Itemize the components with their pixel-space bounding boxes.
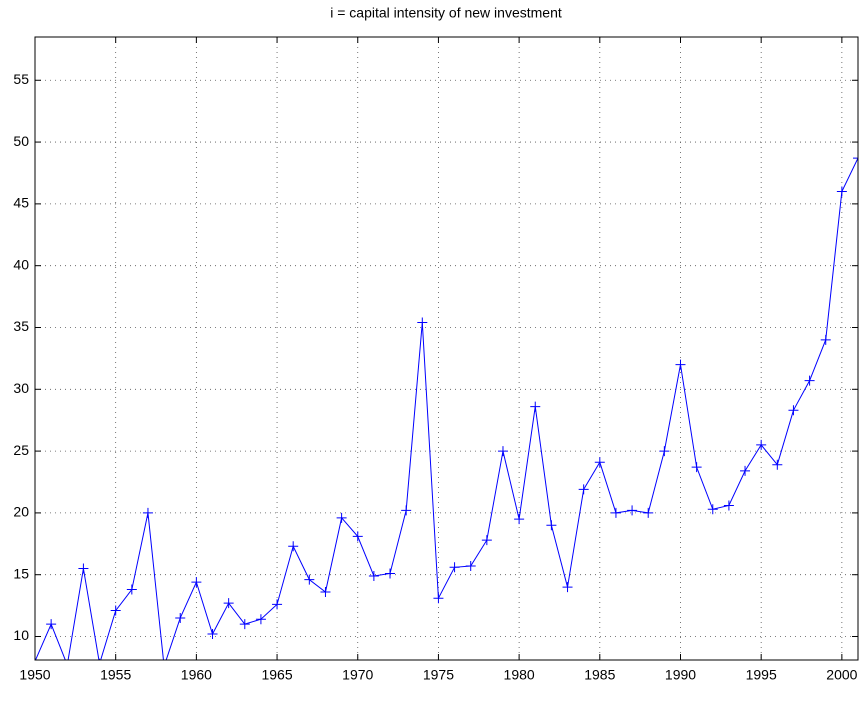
x-tick-label: 1985 bbox=[584, 667, 615, 683]
data-marker bbox=[530, 401, 541, 412]
y-tick-label: 35 bbox=[13, 318, 29, 334]
x-tick-label: 1950 bbox=[19, 667, 50, 683]
y-tick-label: 55 bbox=[13, 71, 29, 87]
data-marker bbox=[142, 507, 153, 518]
x-tick-label: 1975 bbox=[423, 667, 454, 683]
data-marker bbox=[772, 459, 783, 470]
data-marker bbox=[272, 599, 283, 610]
x-tick-label: 1955 bbox=[100, 667, 131, 683]
data-marker bbox=[288, 541, 299, 552]
data-marker bbox=[175, 612, 186, 623]
x-tick-label: 1980 bbox=[504, 667, 535, 683]
data-marker bbox=[691, 462, 702, 473]
data-marker bbox=[465, 561, 476, 572]
axes-frame bbox=[34, 36, 859, 661]
data-marker bbox=[659, 446, 670, 457]
data-marker bbox=[707, 504, 718, 515]
data-marker bbox=[804, 375, 815, 386]
data-marker bbox=[433, 593, 444, 604]
data-marker bbox=[788, 405, 799, 416]
data-marker bbox=[514, 514, 525, 525]
x-tick-label: 2000 bbox=[826, 667, 857, 683]
chart-title: i = capital intensity of new investment bbox=[330, 5, 562, 21]
data-marker bbox=[740, 465, 751, 476]
data-marker bbox=[578, 484, 589, 495]
data-marker bbox=[481, 535, 492, 546]
data-marker bbox=[385, 568, 396, 579]
data-marker bbox=[223, 598, 234, 609]
data-marker bbox=[255, 614, 266, 625]
x-tick-label: 1995 bbox=[746, 667, 777, 683]
y-tick-label: 10 bbox=[13, 627, 29, 643]
data-marker bbox=[756, 439, 767, 450]
data-marker bbox=[126, 584, 137, 595]
data-marker bbox=[723, 500, 734, 511]
y-tick-label: 30 bbox=[13, 380, 29, 396]
data-marker bbox=[627, 505, 638, 516]
data-marker bbox=[336, 512, 347, 523]
x-tick-label: 1965 bbox=[261, 667, 292, 683]
data-marker bbox=[497, 446, 508, 457]
data-marker bbox=[417, 317, 428, 328]
data-marker bbox=[643, 507, 654, 518]
data-marker bbox=[239, 619, 250, 630]
data-marker bbox=[610, 507, 621, 518]
data-marker bbox=[207, 629, 218, 640]
y-tick-label: 40 bbox=[13, 256, 29, 272]
data-marker bbox=[46, 619, 57, 630]
data-marker bbox=[110, 605, 121, 616]
data-marker bbox=[401, 505, 412, 516]
y-tick-label: 50 bbox=[13, 133, 29, 149]
data-marker bbox=[368, 570, 379, 581]
y-tick-label: 15 bbox=[13, 565, 29, 581]
data-marker bbox=[853, 153, 858, 164]
data-marker bbox=[352, 531, 363, 542]
y-tick-label: 25 bbox=[13, 442, 29, 458]
data-marker bbox=[449, 562, 460, 573]
data-marker bbox=[820, 334, 831, 345]
data-marker bbox=[836, 186, 847, 197]
series-line bbox=[35, 157, 858, 660]
plot-area bbox=[35, 37, 858, 660]
y-tick-label: 45 bbox=[13, 195, 29, 211]
data-marker bbox=[594, 457, 605, 468]
data-marker bbox=[78, 563, 89, 574]
data-marker bbox=[191, 577, 202, 588]
x-tick-label: 1970 bbox=[342, 667, 373, 683]
data-marker bbox=[562, 582, 573, 593]
x-tick-label: 1960 bbox=[181, 667, 212, 683]
data-marker bbox=[304, 574, 315, 585]
data-marker bbox=[675, 359, 686, 370]
x-tick-label: 1990 bbox=[665, 667, 696, 683]
y-tick-label: 20 bbox=[13, 504, 29, 520]
data-marker bbox=[320, 587, 331, 598]
data-marker bbox=[546, 520, 557, 531]
